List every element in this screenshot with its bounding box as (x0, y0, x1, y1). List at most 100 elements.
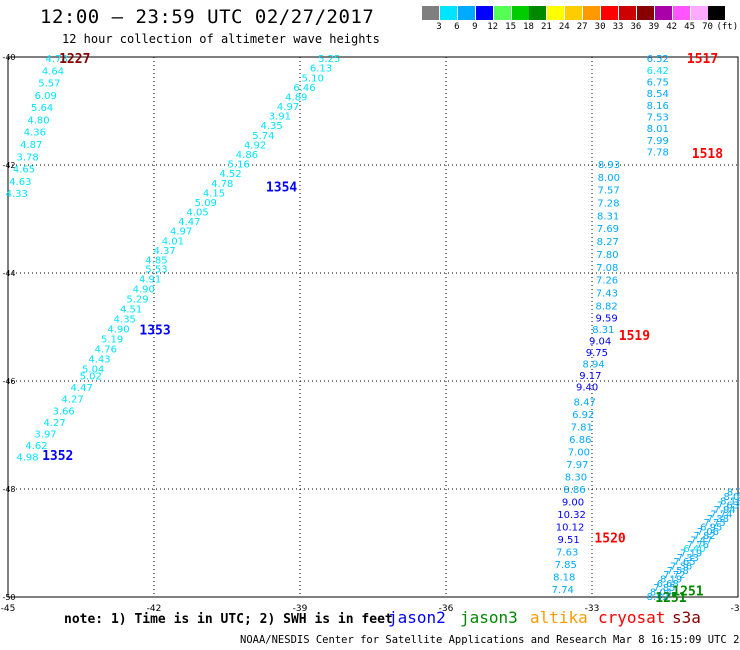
wave-height-value: 6.46 (293, 83, 315, 94)
wave-height-value: 4.76 (95, 345, 117, 356)
x-tick-label: -33 (585, 604, 600, 614)
footer-note: note: 1) Time is in UTC; 2) SWH is in fe… (64, 612, 393, 627)
page-title: 12:00 – 23:59 UTC 02/27/2017 (40, 6, 375, 28)
legend-swatch (601, 6, 618, 20)
wave-height-value: 9.04 (589, 336, 611, 347)
wave-height-value: 7.74 (552, 585, 574, 596)
wave-height-value: 4.64 (42, 66, 64, 77)
legend-swatch (422, 6, 439, 20)
satellite-s3a: s3a (672, 608, 701, 627)
y-tick-label: -40 (2, 53, 15, 62)
wave-height-value: 8.04 (650, 588, 672, 599)
wave-height-value: 4.27 (62, 395, 84, 406)
y-tick-label: -46 (2, 377, 15, 386)
wave-height-value: 5.25 (318, 54, 340, 65)
wave-height-value: 9.00 (562, 497, 584, 508)
legend-swatch (636, 6, 654, 20)
plot-frame (7, 56, 739, 598)
legend-swatch (457, 6, 475, 20)
wave-height-value: 8.16 (647, 101, 669, 112)
wave-height-value: 4.15 (203, 188, 225, 199)
x-tick-label: -42 (147, 604, 162, 614)
page-subtitle: 12 hour collection of altimeter wave hei… (62, 32, 380, 46)
y-tick-label: -42 (2, 161, 15, 170)
wave-height-value: 9.59 (595, 313, 617, 324)
wave-height-value: 7.97 (566, 460, 588, 471)
wave-height-value: 7.94 (713, 505, 735, 516)
wave-height-value: 7.57 (597, 186, 619, 197)
wave-height-value: 5.57 (38, 79, 60, 90)
wave-height-value: 4.89 (285, 92, 307, 103)
wave-height-value: 6.52 (647, 54, 669, 65)
wave-height-value: 8.82 (595, 301, 617, 312)
wave-height-value: 6.40 (683, 544, 705, 555)
wave-height-value: 7.58 (667, 566, 689, 577)
y-tick-label: -48 (2, 485, 15, 494)
wave-height-value: 7.53 (647, 112, 669, 123)
y-tick-label: -44 (2, 269, 15, 278)
wave-height-value: 7.72 (663, 570, 685, 581)
wave-height-value: 7.19 (680, 548, 702, 559)
wave-height-value: 4.35 (260, 121, 282, 132)
track-time-label: 1251 (655, 591, 686, 606)
wave-height-value: 3.97 (34, 429, 56, 440)
wave-height-value: 4.91 (139, 275, 161, 286)
legend-label: 33 (612, 22, 624, 32)
wave-height-value: 4.35 (114, 315, 136, 326)
legend-swatch (583, 6, 601, 20)
wave-height-value: 4.78 (46, 54, 68, 65)
wave-height-value: 8.22 (727, 488, 740, 499)
wave-height-value: 4.52 (219, 169, 241, 180)
legend-label: 9 (472, 22, 478, 32)
legend-label: 42 (666, 22, 678, 32)
wave-height-value: 7.82 (693, 531, 715, 542)
satellite-jason2: jason2 (388, 608, 446, 627)
wave-height-value: 8.54 (647, 89, 669, 100)
wave-height-value: 4.47 (71, 383, 93, 394)
wave-height-value: 4.01 (162, 236, 184, 247)
track-time-label: 1354 (266, 181, 297, 196)
wave-height-value: 7.78 (647, 148, 669, 159)
wave-height-value: 7.28 (597, 199, 619, 210)
wave-height-value: 6.68 (657, 579, 679, 590)
legend-swatch (708, 6, 726, 20)
wave-height-value: 6.09 (35, 91, 57, 102)
wave-height-value: 6.86 (569, 435, 591, 446)
wave-height-value: 4.47 (178, 217, 200, 228)
legend-swatch (439, 6, 457, 20)
wave-height-value: 3.66 (52, 406, 74, 417)
wave-height-value: 4.98 (16, 453, 38, 464)
wave-height-value: 4.90 (107, 325, 129, 336)
legend-label: 6 (454, 22, 460, 32)
wave-height-value: 5.19 (101, 335, 123, 346)
wave-height-value: 9.17 (579, 371, 601, 382)
wave-height-value: 7.63 (717, 501, 739, 512)
wave-height-value: 7.99 (647, 136, 669, 147)
wave-height-value: 6.42 (647, 66, 669, 77)
wave-height-value: 3.78 (17, 152, 39, 163)
wave-height-value: 6.75 (647, 77, 669, 88)
wave-height-value: 4.97 (277, 102, 299, 113)
wave-height-value: 5.09 (195, 198, 217, 209)
wave-height-value: 7.76 (687, 540, 709, 551)
wave-height-value: 10.32 (557, 510, 586, 521)
wave-height-value: 7.33 (677, 553, 699, 564)
track-time-label: 1518 (692, 147, 723, 162)
track-time-label: 1251 (672, 585, 703, 600)
legend-swatch (511, 6, 529, 20)
wave-height-value: 3.91 (269, 112, 291, 123)
legend-label: 24 (558, 22, 570, 32)
wave-height-value: 7.63 (556, 547, 578, 558)
legend-swatch (529, 6, 547, 20)
wave-height-value: 7.69 (597, 224, 619, 235)
legend-swatch (690, 6, 708, 20)
wave-height-value: 4.86 (236, 150, 258, 161)
wave-height-value: 6.13 (310, 64, 332, 75)
legend-label: 30 (594, 22, 606, 32)
wave-height-value: 4.05 (186, 208, 208, 219)
wave-height-value: 7.06 (697, 527, 719, 538)
wave-height-value: 4.51 (120, 305, 142, 316)
wave-height-value: 7.26 (596, 276, 618, 287)
wave-height-value: 7.85 (653, 583, 675, 594)
